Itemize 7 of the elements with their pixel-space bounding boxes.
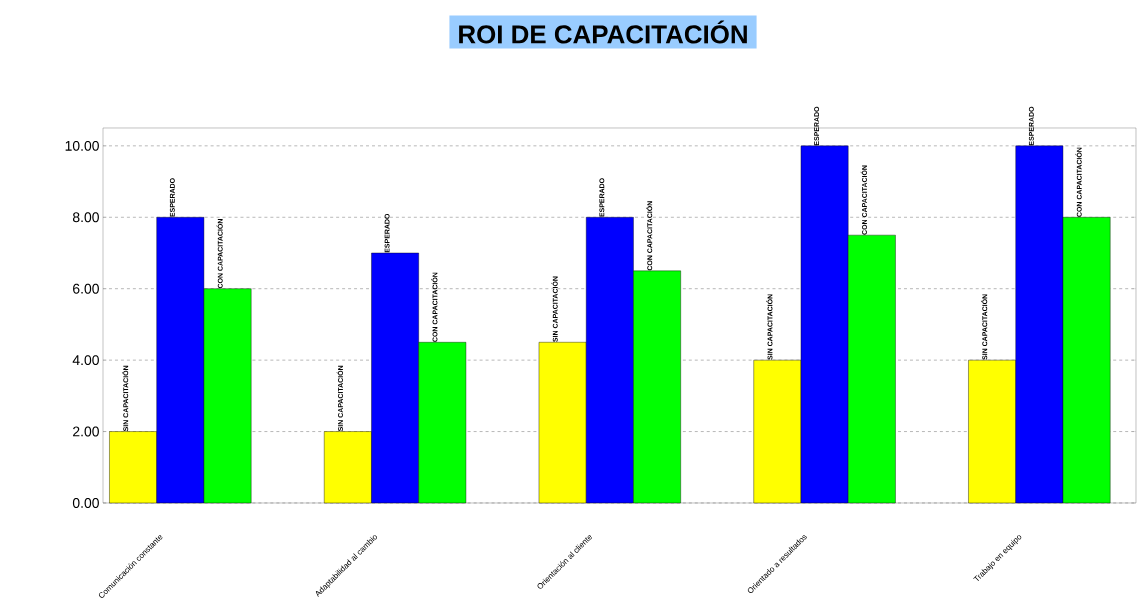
y-tick-label: 6.00 bbox=[73, 283, 99, 294]
y-tick-label: 2.00 bbox=[73, 426, 99, 437]
y-tick-label: 4.00 bbox=[72, 355, 99, 366]
y-tick-label: 0.00 bbox=[72, 498, 99, 508]
y-tick-label: 8.00 bbox=[72, 212, 99, 223]
y-tick-label: 10.00 bbox=[65, 140, 99, 151]
chart-title: ROI DE CAPACITACIÓN bbox=[459, 20, 747, 44]
